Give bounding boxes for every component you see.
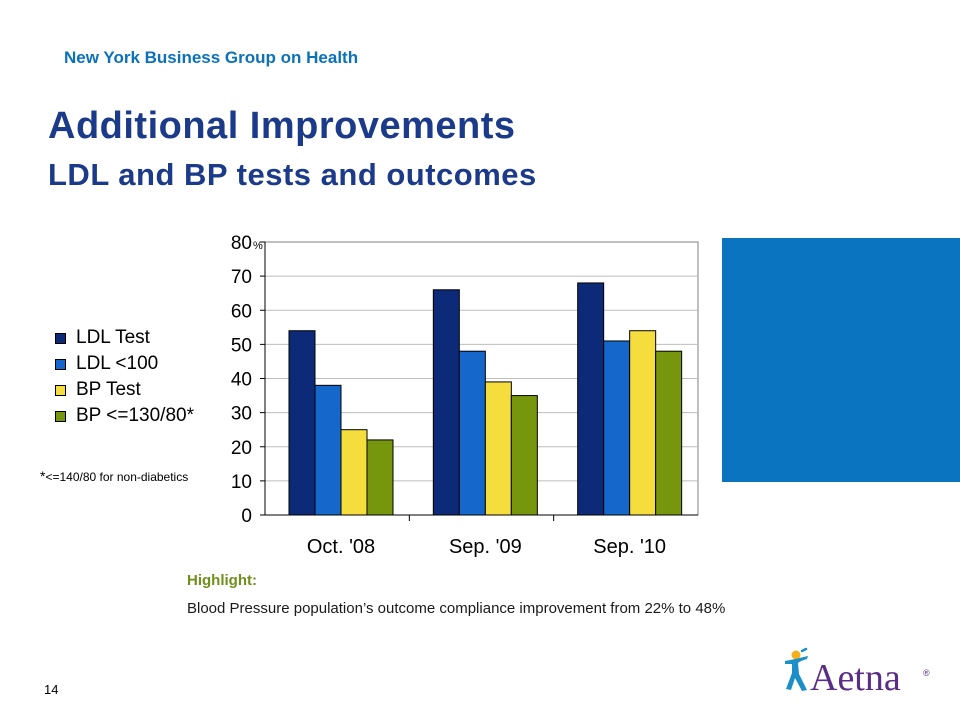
- y-tick-label: 0: [241, 506, 252, 527]
- footnote-asterisk: *: [40, 468, 46, 484]
- bar: [603, 340, 631, 516]
- y-tick-label: 20: [231, 438, 252, 459]
- registered-mark: ®: [923, 668, 930, 678]
- page-number: 14: [44, 682, 59, 697]
- y-tick-label: 50: [231, 335, 252, 356]
- legend-swatch: [55, 410, 66, 422]
- x-tick-label: Sep. '10: [593, 536, 666, 558]
- legend-item: LDL Test: [55, 325, 194, 351]
- aetna-wordmark: Aetna: [810, 657, 901, 698]
- chart-footnote: *<=140/80 for non-diabetics: [40, 468, 188, 484]
- y-tick-label: 30: [231, 404, 252, 425]
- y-tick-label: 40: [231, 370, 252, 391]
- y-tick-label: 60: [231, 301, 252, 322]
- y-tick-label: 10: [231, 472, 252, 493]
- legend-swatch: [55, 358, 66, 370]
- legend-item: BP Test: [55, 377, 194, 403]
- legend-item: BP <=130/80*: [55, 403, 194, 429]
- highlight-heading: Highlight:: [187, 572, 257, 589]
- y-tick-label: 70: [231, 267, 252, 288]
- bar: [458, 350, 486, 516]
- y-unit-label: %: [253, 240, 263, 252]
- highlight-text: Blood Pressure population’s outcome comp…: [187, 600, 726, 617]
- bar: [432, 289, 460, 516]
- bar: [655, 350, 683, 516]
- footnote-text: <=140/80 for non-diabetics: [45, 470, 189, 484]
- chart-legend: LDL Test LDL <100 BP Test BP <=130/80*: [55, 325, 194, 429]
- x-tick-label: Sep. '09: [449, 536, 522, 558]
- legend-label: BP <=130/80*: [76, 405, 194, 426]
- aetna-logo: Aetna ®: [785, 647, 930, 698]
- legend-swatch: [55, 332, 66, 344]
- bar: [577, 282, 605, 516]
- aetna-figure-icon: [785, 647, 808, 691]
- bar: [340, 429, 368, 516]
- decorative-blue-block: [722, 238, 960, 482]
- slide-title: Additional Improvements: [48, 105, 516, 147]
- organization-name: New York Business Group on Health: [64, 48, 359, 67]
- legend-item: LDL <100: [55, 351, 194, 377]
- legend-label: LDL Test: [76, 327, 150, 348]
- bar: [484, 381, 512, 516]
- bar: [629, 330, 657, 516]
- legend-swatch: [55, 384, 66, 396]
- y-tick-label: 80: [231, 233, 252, 254]
- legend-label: LDL <100: [76, 353, 159, 374]
- slide-subtitle: LDL and BP tests and outcomes: [48, 157, 537, 192]
- bar: [288, 330, 316, 516]
- bar: [366, 439, 394, 516]
- bar: [510, 395, 538, 516]
- x-tick-label: Oct. '08: [307, 536, 375, 558]
- bar: [314, 384, 342, 516]
- legend-label: BP Test: [76, 379, 141, 400]
